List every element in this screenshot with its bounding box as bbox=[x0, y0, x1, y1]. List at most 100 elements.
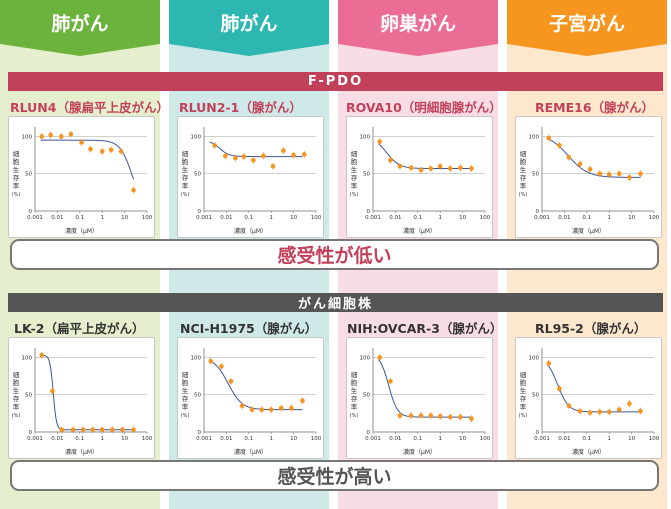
header-arrow-4 bbox=[507, 44, 667, 56]
chart-rova10: 0 50 100 0.001 0.01 0.1 1 10 100 細胞生存率 (%) 濃度（μM） bbox=[346, 116, 493, 238]
y-axis-label-text: 細胞生存率 bbox=[519, 371, 527, 411]
y-tick-label: 100 bbox=[191, 134, 202, 140]
chart-rlun4: 0 50 100 0.001 0.01 0.1 1 10 100 細胞生存率 (%) 濃度（μM） bbox=[8, 116, 155, 238]
column-header-2: 肺がん bbox=[169, 0, 329, 44]
data-point bbox=[223, 153, 228, 159]
data-point bbox=[428, 166, 434, 171]
data-point bbox=[80, 427, 86, 433]
x-tick-label: 0.001 bbox=[365, 215, 381, 221]
data-point bbox=[212, 143, 217, 148]
data-point bbox=[627, 401, 632, 406]
data-point bbox=[241, 154, 247, 159]
y-tick-label: 100 bbox=[191, 355, 202, 361]
data-point bbox=[291, 152, 296, 158]
x-tick-label: 0.1 bbox=[244, 436, 253, 442]
chart-label-rova10: ROVA10（明細胞腺がん） bbox=[346, 100, 502, 115]
y-axis-label: 細胞生存率 (%) bbox=[180, 150, 190, 199]
data-point bbox=[587, 166, 593, 172]
y-axis-label-text: 細胞生存率 bbox=[12, 371, 20, 411]
data-point bbox=[627, 175, 632, 180]
x-tick-label: 100 bbox=[311, 436, 322, 442]
chart-lk2: 0 50 100 0.001 0.01 0.1 1 10 100 細胞生存率 (%) 濃度（μM） bbox=[8, 337, 155, 459]
y-tick-label: 50 bbox=[532, 393, 539, 399]
fit-curve bbox=[547, 138, 641, 178]
data-point bbox=[70, 427, 76, 433]
data-point bbox=[437, 163, 443, 169]
data-point bbox=[109, 427, 115, 433]
data-point bbox=[39, 134, 45, 139]
x-tick-label: 1 bbox=[607, 215, 611, 221]
x-tick-label: 100 bbox=[480, 436, 491, 442]
x-tick-label: 0.01 bbox=[51, 436, 63, 442]
y-axis-label-text: 細胞生存率 bbox=[350, 150, 358, 190]
chart-plot: 0 50 100 0.001 0.01 0.1 1 10 100 bbox=[22, 127, 153, 221]
x-tick-label: 1 bbox=[100, 436, 104, 442]
chart-label-rlun2-1: RLUN2-1（腺がん） bbox=[179, 100, 302, 115]
x-tick-label: 100 bbox=[142, 215, 153, 221]
data-point bbox=[408, 413, 414, 418]
data-point bbox=[261, 153, 266, 159]
data-point bbox=[131, 427, 136, 433]
x-tick-label: 100 bbox=[480, 215, 491, 221]
fit-curve bbox=[547, 364, 641, 413]
x-tick-label: 0.1 bbox=[244, 215, 253, 221]
x-tick-label: 1 bbox=[438, 436, 442, 442]
data-point bbox=[447, 414, 453, 420]
x-tick-label: 100 bbox=[311, 215, 322, 221]
data-point bbox=[469, 166, 474, 171]
y-axis-label-text: 細胞生存率 bbox=[12, 150, 20, 190]
y-tick-label: 100 bbox=[360, 355, 371, 361]
y-tick-label: 100 bbox=[360, 134, 371, 140]
chart-nih-ovcar3: 0 50 100 0.001 0.01 0.1 1 10 100 細胞生存率 (%) 濃度（μM） bbox=[346, 337, 493, 459]
x-tick-label: 10 bbox=[628, 436, 635, 442]
data-point bbox=[59, 427, 65, 433]
data-point bbox=[418, 167, 424, 173]
y-tick-label: 0 bbox=[536, 430, 540, 436]
data-point bbox=[566, 403, 572, 409]
y-axis-unit: (%) bbox=[11, 192, 21, 198]
chart-plot: 0 50 100 0.001 0.01 0.1 1 10 100 bbox=[529, 127, 660, 221]
x-tick-label: 0.01 bbox=[51, 215, 63, 221]
y-tick-label: 100 bbox=[529, 134, 540, 140]
header-arrow-2 bbox=[169, 44, 329, 56]
data-point bbox=[408, 165, 414, 171]
data-point bbox=[587, 410, 593, 415]
data-point bbox=[281, 148, 286, 153]
data-point bbox=[219, 364, 224, 369]
x-tick-label: 0.1 bbox=[75, 436, 84, 442]
y-axis-label-text: 細胞生存率 bbox=[519, 150, 527, 190]
y-tick-label: 0 bbox=[198, 430, 202, 436]
x-tick-label: 0.1 bbox=[582, 215, 591, 221]
data-point bbox=[99, 427, 105, 433]
x-tick-label: 1 bbox=[269, 215, 273, 221]
data-point bbox=[546, 361, 552, 366]
y-tick-label: 100 bbox=[529, 355, 540, 361]
chart-plot: 0 50 100 0.001 0.01 0.1 1 10 100 bbox=[360, 348, 491, 442]
chart-plot: 0 50 100 0.001 0.01 0.1 1 10 100 bbox=[529, 348, 660, 442]
header-arrow-1 bbox=[0, 44, 160, 56]
y-axis-label: 細胞生存率 (%) bbox=[180, 371, 190, 420]
data-point bbox=[546, 135, 552, 141]
column-header-1: 肺がん bbox=[0, 0, 160, 44]
x-tick-label: 100 bbox=[142, 436, 153, 442]
chart-label-rl95-2: RL95-2（腺がん） bbox=[535, 321, 647, 336]
y-tick-label: 100 bbox=[22, 355, 33, 361]
y-axis-label: 細胞生存率 (%) bbox=[349, 150, 359, 199]
y-tick-label: 100 bbox=[22, 134, 33, 140]
y-axis-label-text: 細胞生存率 bbox=[181, 371, 189, 411]
data-point bbox=[88, 146, 93, 152]
fit-curve bbox=[378, 359, 472, 418]
y-tick-label: 50 bbox=[363, 172, 370, 178]
x-axis-label: 濃度（μM） bbox=[234, 228, 267, 235]
x-tick-label: 10 bbox=[290, 215, 297, 221]
y-tick-label: 50 bbox=[25, 172, 32, 178]
x-tick-label: 0.01 bbox=[220, 436, 232, 442]
x-axis-label: 濃度（μM） bbox=[234, 449, 267, 456]
header-arrow-3 bbox=[338, 44, 498, 56]
chart-label-reme16: REME16（腺がん） bbox=[535, 100, 655, 115]
y-tick-label: 50 bbox=[194, 393, 201, 399]
x-axis-label: 濃度（μM） bbox=[403, 228, 436, 235]
x-tick-label: 0.001 bbox=[534, 436, 550, 442]
data-point bbox=[251, 158, 256, 163]
y-axis-label-text: 細胞生存率 bbox=[181, 150, 189, 190]
